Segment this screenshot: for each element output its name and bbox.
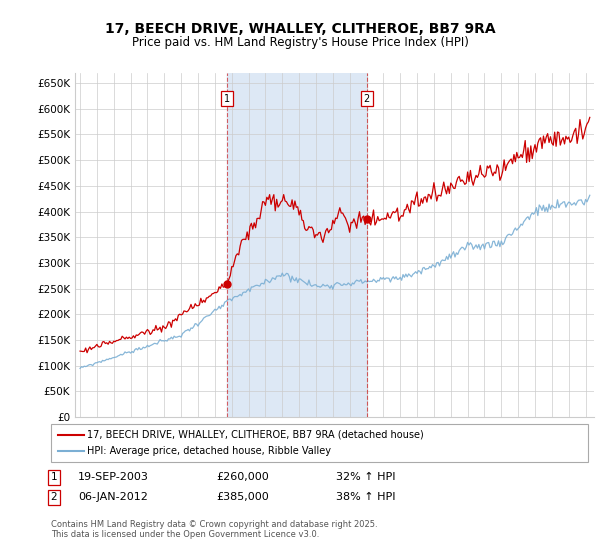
Text: 1: 1: [224, 94, 230, 104]
Bar: [227, 73, 367, 417]
Text: 17, BEECH DRIVE, WHALLEY, CLITHEROE, BB7 9RA: 17, BEECH DRIVE, WHALLEY, CLITHEROE, BB7…: [104, 22, 496, 36]
Text: 1: 1: [50, 472, 58, 482]
Text: 19-SEP-2003: 19-SEP-2003: [78, 472, 149, 482]
Text: 38% ↑ HPI: 38% ↑ HPI: [336, 492, 395, 502]
Text: 2: 2: [364, 94, 370, 104]
Text: £385,000: £385,000: [216, 492, 269, 502]
Text: Price paid vs. HM Land Registry's House Price Index (HPI): Price paid vs. HM Land Registry's House …: [131, 36, 469, 49]
Text: 2: 2: [50, 492, 58, 502]
Text: HPI: Average price, detached house, Ribble Valley: HPI: Average price, detached house, Ribb…: [87, 446, 331, 456]
Text: £260,000: £260,000: [216, 472, 269, 482]
Text: 32% ↑ HPI: 32% ↑ HPI: [336, 472, 395, 482]
Text: Contains HM Land Registry data © Crown copyright and database right 2025.
This d: Contains HM Land Registry data © Crown c…: [51, 520, 377, 539]
Text: 17, BEECH DRIVE, WHALLEY, CLITHEROE, BB7 9RA (detached house): 17, BEECH DRIVE, WHALLEY, CLITHEROE, BB7…: [87, 430, 424, 440]
Text: 06-JAN-2012: 06-JAN-2012: [78, 492, 148, 502]
